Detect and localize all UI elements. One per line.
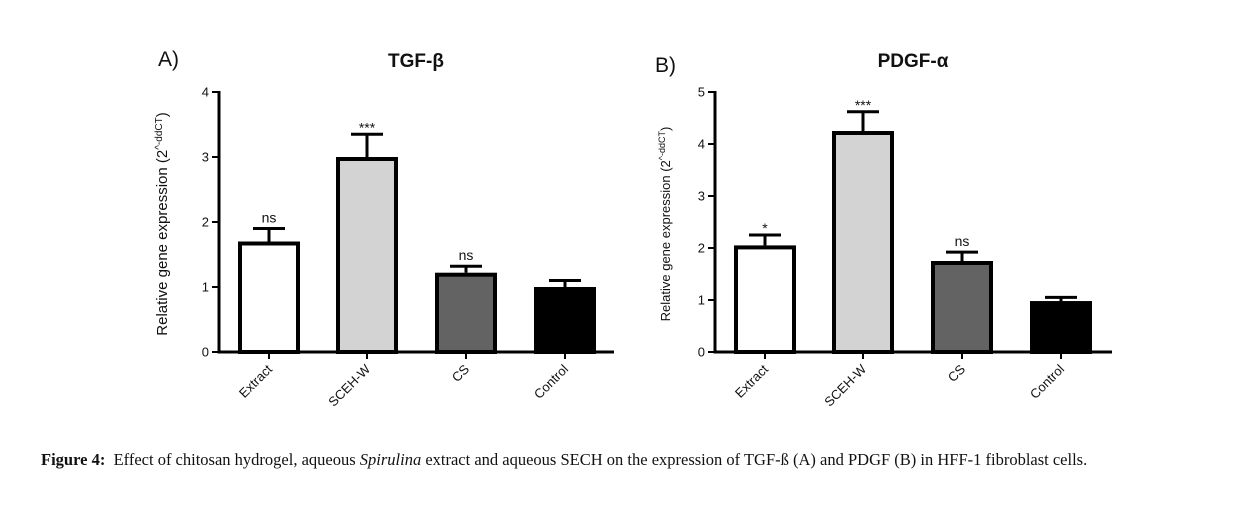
panel-a-x-tick-label: CS — [449, 361, 473, 385]
panel-b-y-tick-label: 4 — [698, 137, 705, 152]
panel-b-x-tick-label: SCEH-W — [821, 361, 869, 409]
figure-charts: A) TGF-β Relative gene expression (2^-ddCT… — [154, 48, 1112, 409]
caption-text-before: Effect of chitosan hydrogel, aqueous — [113, 450, 360, 469]
panel-a-significance-extract: ns — [262, 210, 277, 226]
panel-b-y-tick-label: 1 — [698, 293, 705, 308]
panel-b-bar-control — [1030, 301, 1092, 355]
panel-b-bar-extract — [734, 245, 796, 354]
panel-a-bar-cs — [435, 272, 497, 355]
panel-a-significance-cs: ns — [459, 247, 474, 263]
panel-b-y-axis-label: Relative gene expression (2^-ddCT) — [657, 127, 673, 322]
panel-b-title: PDGF-α — [878, 51, 949, 72]
panel-b-bar-cs — [931, 261, 993, 354]
panel-a-x-tick-label: Control — [531, 361, 571, 401]
panel-b-y-tick-label: 3 — [698, 189, 705, 204]
panel-b-x-tick-label: CS — [945, 361, 969, 385]
panel-b-y-tick-label: 5 — [698, 85, 705, 100]
panel-b-label: B) — [655, 54, 676, 77]
panel-a-x-tick-label: SCEH-W — [325, 361, 373, 409]
panel-b-significance-extract: * — [762, 220, 768, 236]
panel-a-bar-sceh-w — [336, 157, 398, 354]
panel-a-bar-extract — [238, 241, 300, 354]
panel-b-bar-sceh-w — [832, 131, 894, 354]
panel-b-significance-sceh-w: *** — [855, 97, 872, 113]
panel-b-y-tick-label: 0 — [698, 345, 705, 360]
caption-italic: Spirulina — [359, 450, 422, 469]
panel-a-y-tick-label: 1 — [202, 280, 209, 295]
caption-text-after: extract and aqueous SECH on the expressi… — [421, 450, 1088, 469]
panel-a-label: A) — [158, 48, 179, 71]
panel-a-y-tick-label: 4 — [202, 85, 209, 100]
panel-b-x-tick-label: Control — [1027, 361, 1067, 401]
panel-a-title: TGF-β — [388, 51, 444, 72]
panel-b-significance-cs: ns — [955, 233, 970, 249]
figure-caption: Figure 4: Effect of chitosan hydrogel, a… — [41, 448, 1221, 471]
panel-a-y-tick-label: 2 — [202, 215, 209, 230]
panel-b-x-tick-label: Extract — [732, 361, 771, 400]
panel-a-y-tick-label: 3 — [202, 150, 209, 165]
panel-b-y-tick-label: 2 — [698, 241, 705, 256]
panel-a-y-tick-label: 0 — [202, 345, 209, 360]
panel-a-significance-sceh-w: *** — [359, 119, 376, 135]
caption-label: Figure 4: — [41, 450, 106, 469]
panel-a-y-axis-label: Relative gene expression (2^-ddCT) — [154, 112, 172, 335]
panel-a-bar-control — [534, 287, 596, 354]
panel-a-x-tick-label: Extract — [236, 361, 275, 400]
